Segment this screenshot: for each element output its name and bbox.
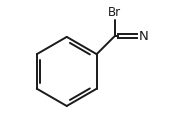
Text: Br: Br (108, 6, 121, 19)
Text: N: N (139, 30, 149, 43)
